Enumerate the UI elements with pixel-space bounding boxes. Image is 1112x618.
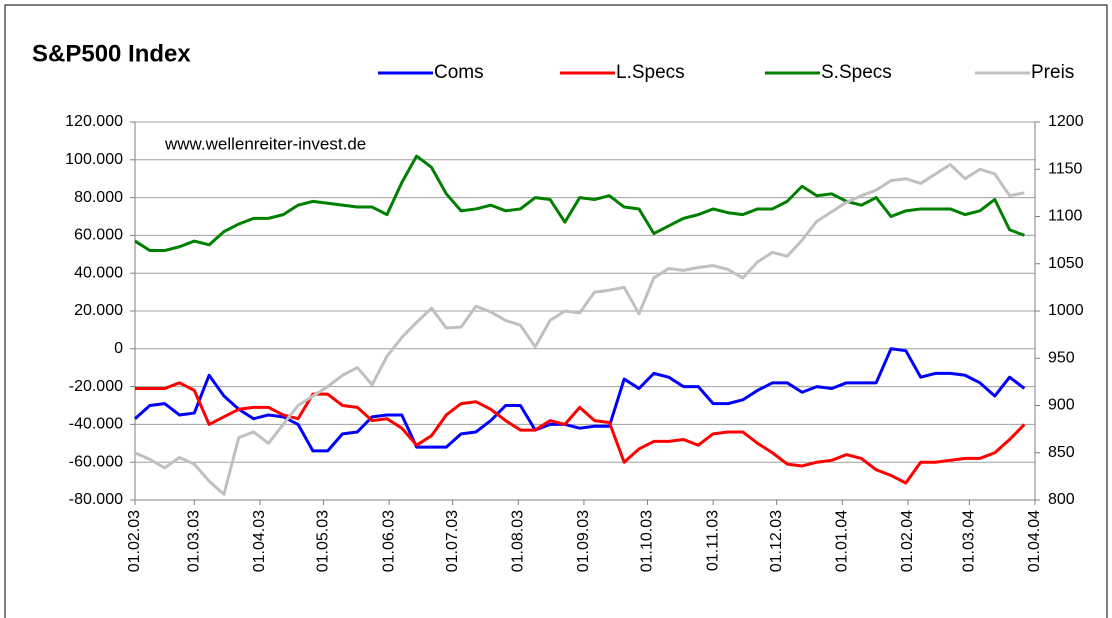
legend-label: Coms: [434, 62, 484, 83]
x-tick-label: 01.05.03: [315, 510, 332, 572]
y2-tick-label: 1050: [1048, 255, 1084, 272]
y-tick-label: 20.000: [74, 302, 123, 319]
y-tick-label: 120.000: [65, 113, 123, 130]
x-tick-label: 01.06.03: [380, 510, 397, 572]
y2-tick-label: 800: [1048, 491, 1075, 508]
x-tick-label: 01.02.03: [126, 510, 143, 572]
x-tick-label: 01.12.03: [768, 510, 785, 572]
series-line: [135, 381, 1026, 485]
legend-label: L.Specs: [616, 62, 685, 83]
legend-label: S.Specs: [821, 62, 892, 83]
y-tick-label: -40.000: [69, 416, 123, 433]
y-tick-label: 60.000: [74, 227, 123, 244]
y-tick-label: -60.000: [69, 453, 123, 470]
y2-tick-label: 1200: [1048, 113, 1084, 130]
x-tick-label: 01.02.04: [899, 510, 916, 572]
y-tick-label: -20.000: [69, 378, 123, 395]
series-line: [134, 163, 1025, 496]
x-tick-label: 01.03.03: [186, 510, 203, 572]
y-tick-label: 40.000: [74, 264, 123, 281]
y2-tick-label: 1000: [1048, 302, 1084, 319]
legend-label: Preis: [1031, 62, 1074, 83]
annotation: www.wellenreiter-invest.de: [164, 134, 366, 153]
y-tick-label: -80.000: [69, 491, 123, 508]
y2-tick-label: 1150: [1048, 160, 1083, 177]
x-tick-label: 01.08.03: [510, 510, 527, 572]
x-tick-label: 01.09.03: [575, 510, 592, 572]
y2-tick-label: 850: [1048, 444, 1075, 461]
y2-tick-label: 1100: [1048, 208, 1083, 225]
x-tick-label: 01.04.04: [1026, 510, 1043, 572]
y-tick-label: 100.000: [65, 151, 123, 168]
series-line: [134, 347, 1026, 453]
x-tick-label: 01.01.04: [834, 510, 851, 572]
x-tick-label: 01.04.03: [251, 510, 268, 572]
series-line: [134, 154, 1025, 253]
x-tick-label: 01.03.04: [961, 510, 978, 572]
y2-tick-label: 950: [1048, 349, 1075, 366]
chart-title: S&P500 Index: [32, 40, 191, 67]
y-tick-label: 80.000: [74, 189, 123, 206]
x-tick-label: 01.07.03: [444, 510, 461, 572]
y2-tick-label: 900: [1048, 397, 1075, 414]
x-tick-label: 01.11.03: [704, 510, 721, 571]
x-tick-label: 01.10.03: [639, 510, 656, 572]
y-tick-label: 0: [114, 340, 123, 357]
